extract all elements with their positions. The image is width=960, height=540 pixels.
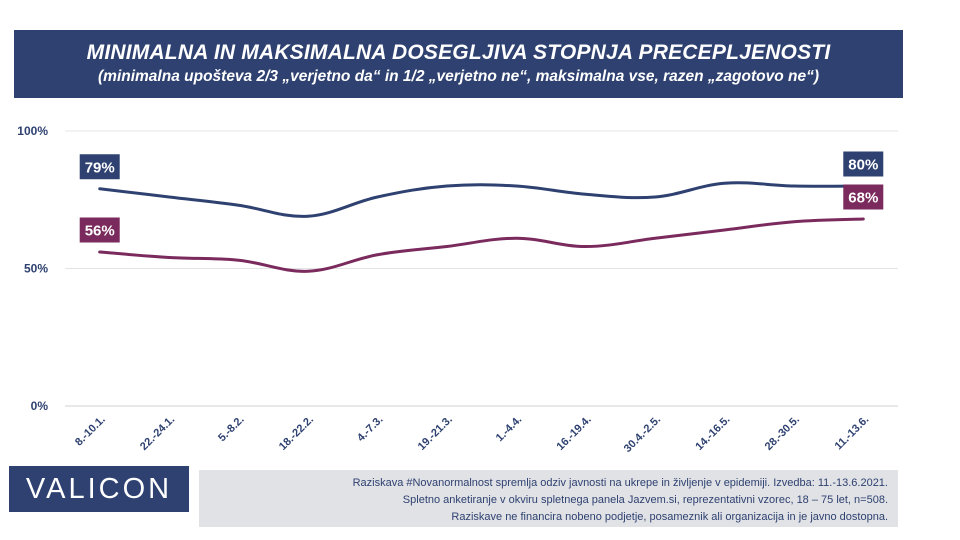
x-tick-label: 8.-10.1. — [73, 414, 108, 449]
x-tick-label: 28.-30.5. — [763, 414, 802, 453]
footnote-line-3: Raziskave ne financira nobeno podjetje, … — [451, 511, 888, 523]
data-label-last: 68% — [848, 190, 878, 207]
x-tick-label: 1.-4.4. — [494, 414, 525, 445]
x-tick-label: 5.-8.2. — [216, 414, 247, 445]
data-label-first: 56% — [85, 223, 115, 240]
data-label-box — [79, 217, 120, 243]
y-tick-label: 50% — [24, 262, 48, 276]
footnote-line-1: Raziskava #Novanormalnost spremlja odziv… — [352, 477, 888, 489]
x-tick-label: 16.-19.4. — [555, 414, 594, 453]
data-label-box — [843, 151, 884, 177]
x-tick-label: 18.-22.2. — [277, 414, 316, 453]
footnote: Raziskava #Novanormalnost spremlja odziv… — [199, 470, 898, 527]
x-tick-label: 30.4.-2.5. — [622, 414, 663, 455]
data-label-last: 80% — [848, 157, 878, 174]
title-banner: MINIMALNA IN MAKSIMALNA DOSEGLJIVA STOPN… — [14, 30, 903, 98]
y-tick-label: 0% — [31, 399, 49, 413]
x-tick-label: 14.-16.5. — [693, 414, 732, 453]
x-tick-label: 4.-7.3. — [355, 414, 386, 445]
footnote-line-2: Spletno anketiranje v okviru spletnega p… — [402, 494, 888, 506]
data-label-first: 79% — [85, 159, 115, 176]
valicon-logo: VALICON — [9, 466, 189, 512]
series-line-2 — [98, 217, 865, 273]
x-tick-label: 11.-13.6. — [833, 414, 872, 453]
series-line-1 — [98, 181, 865, 218]
chart-title: MINIMALNA IN MAKSIMALNA DOSEGLJIVA STOPN… — [86, 41, 831, 64]
chart-subtitle: (minimalna upošteva 2/3 „verjetno da“ in… — [98, 68, 819, 85]
x-tick-label: 19.-21.3. — [416, 414, 455, 453]
x-tick-label: 22.-24.1. — [138, 414, 177, 453]
data-label-box — [79, 154, 120, 180]
y-tick-label: 100% — [17, 124, 48, 138]
data-label-box — [843, 184, 884, 210]
